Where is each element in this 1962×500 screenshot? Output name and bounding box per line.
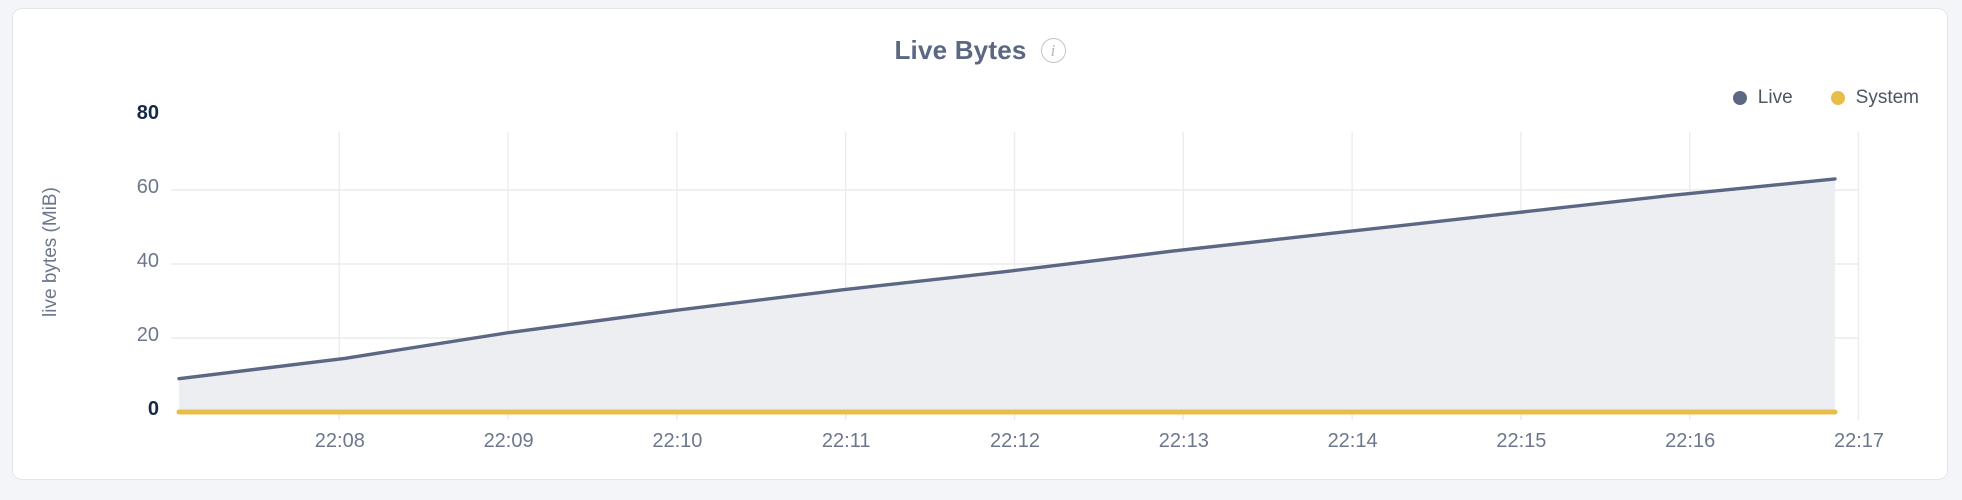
legend-swatch-system	[1830, 91, 1845, 105]
x-tick-label: 22:11	[821, 430, 871, 452]
x-tick-label: 22:09	[483, 430, 534, 452]
x-tick-label: 22:10	[652, 430, 703, 452]
legend-item-system[interactable]: System	[1830, 87, 1919, 109]
plot-area: live bytes (MiB) 0 20 40 60 80 22:08 22:09 22:…	[13, 9, 1947, 479]
y-tick-label: 0	[147, 398, 159, 420]
x-tick-label: 22:08	[314, 430, 365, 452]
area-fill-live	[179, 178, 1835, 412]
series-layer	[176, 177, 1838, 415]
legend-label-live: Live	[1757, 87, 1793, 108]
chart-legend: Live System	[1732, 87, 1919, 109]
y-tick-label: 20	[136, 324, 159, 346]
series-line-live[interactable]	[177, 177, 1837, 381]
chart-svg	[171, 132, 1860, 420]
live-bytes-chart-card: Live Bytes i Live System live bytes (MiB…	[12, 8, 1948, 480]
y-tick-label: 40	[136, 250, 159, 272]
y-tick-label: 60	[136, 176, 159, 198]
legend-item-live[interactable]: Live	[1732, 87, 1793, 109]
legend-label-system: System	[1855, 87, 1919, 108]
x-tick-label: 22:14	[1327, 430, 1378, 452]
y-tick-label: 80	[136, 102, 159, 124]
x-tick-label: 22:16	[1665, 430, 1716, 452]
x-tick-label: 22:12	[989, 430, 1041, 452]
x-tick-label: 22:17	[1833, 430, 1885, 452]
info-icon[interactable]: i	[1040, 38, 1066, 63]
x-tick-label: 22:15	[1496, 430, 1547, 452]
x-tick-label: 22:13	[1158, 430, 1209, 452]
legend-swatch-live	[1732, 91, 1747, 105]
y-axis-title: live bytes (MiB)	[40, 187, 61, 317]
